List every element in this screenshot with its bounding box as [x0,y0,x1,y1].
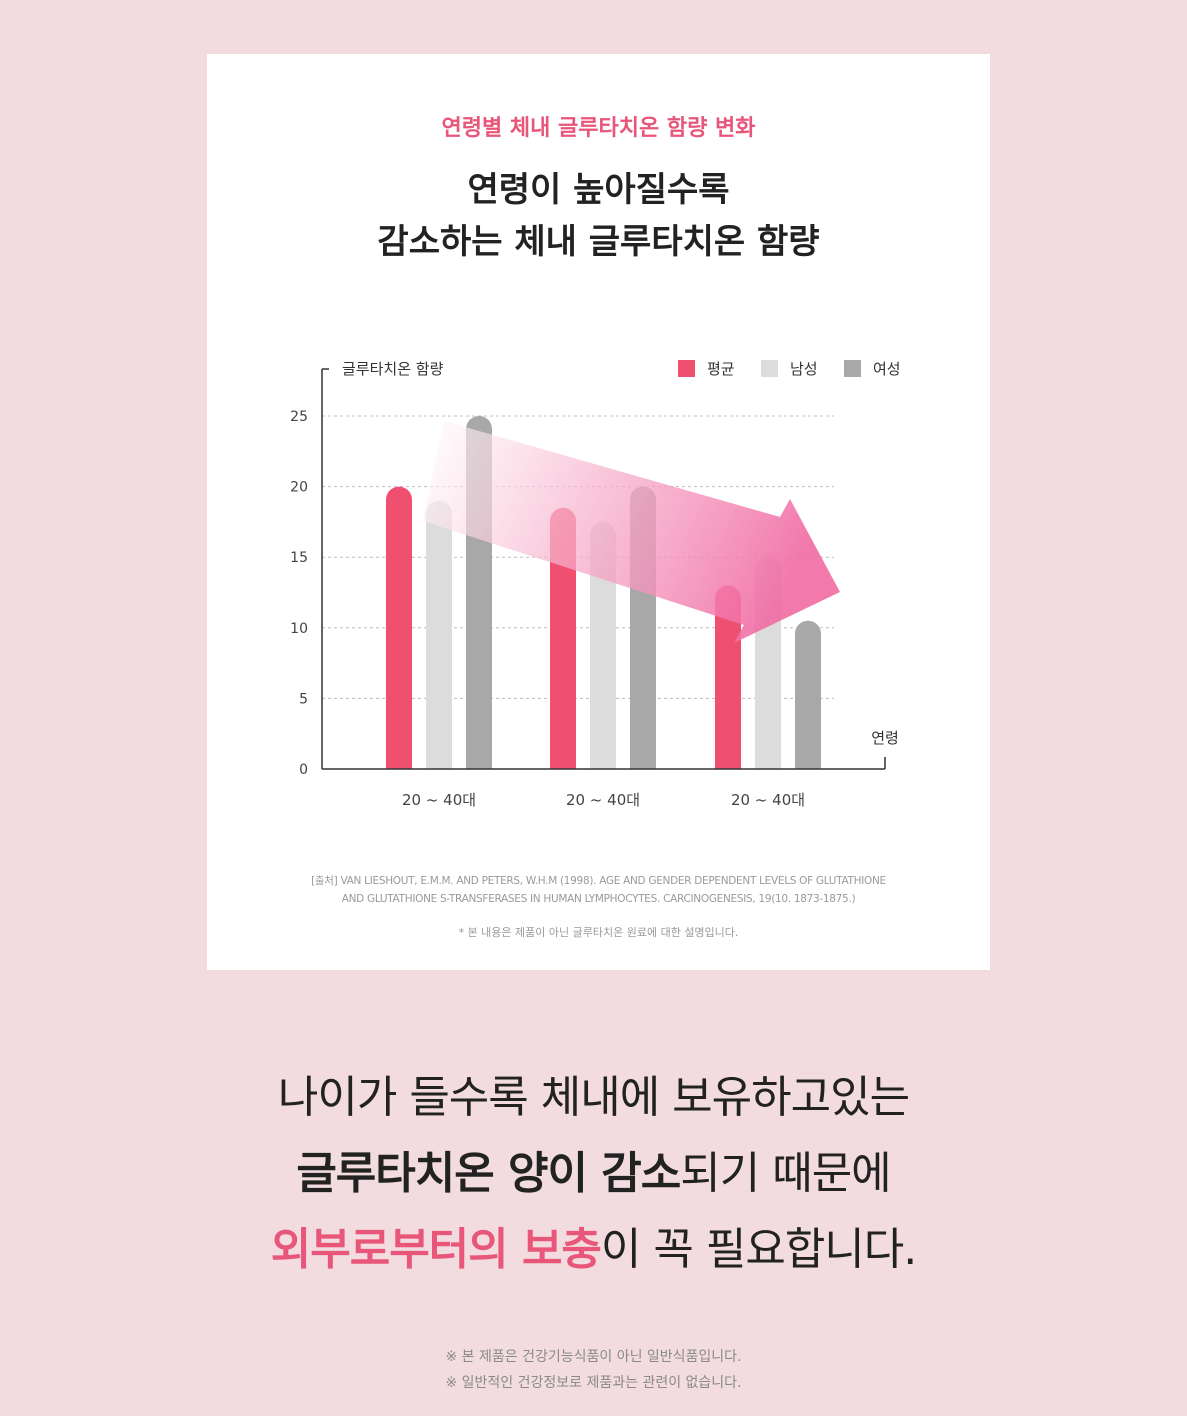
y-tick-label: 20 [290,480,308,496]
chart-card: 연령별 체내 글루타치온 함량 변화 연령이 높아질수록 감소하는 체내 글루타… [207,54,990,970]
source-line1: [출처] VAN LIESHOUT, E.M.M. AND PETERS, W.… [311,875,886,887]
headline-pink-text: 외부로부터의 보충 [270,1224,602,1275]
legend: 평균 남성 여성 [678,360,901,378]
bar-남성 [590,521,616,769]
legend-swatch [761,360,778,377]
headline-line3-rest: 이 꼭 필요합니다. [600,1224,917,1275]
x-tick-label: 20 ~ 40대 [731,791,805,809]
legend-label: 남성 [790,360,818,378]
trend-arrow-shape [423,421,840,643]
x-tick-label: 20 ~ 40대 [402,791,476,809]
x-axis-label: 연령 [871,729,899,747]
source-line2: AND GLUTATHIONE S-TRANSFERASES IN HUMAN … [341,893,856,905]
y-tick-label: 5 [299,691,308,707]
y-tick-label: 15 [290,550,308,566]
legend-swatch [678,360,695,377]
chart-subtitle: 연령별 체내 글루타치온 함량 변화 [441,116,756,141]
headline-line1: 나이가 들수록 체내에 보유하고있는 [277,1072,910,1123]
bar-평균 [550,507,576,769]
y-tick-label: 0 [299,762,308,778]
headline: 나이가 들수록 체내에 보유하고있는 글루타치온 양이 감소되기 때문에 외부로… [0,1060,1187,1288]
y-axis-label: 글루타치온 함량 [342,360,444,378]
bar-여성 [795,620,821,769]
headline-line2-rest: 되기 때문에 [680,1148,891,1199]
bar-평균 [715,585,741,769]
chart-title-line1: 연령이 높아질수록 [467,170,730,210]
legend-label: 평균 [707,360,735,378]
disclaimer-line1: ※ 본 제품은 건강기능식품이 아닌 일반식품입니다. [445,1349,742,1365]
chart-title: 연령이 높아질수록 감소하는 체내 글루타치온 함량 [207,164,990,268]
y-tick-label: 25 [290,409,308,425]
headline-line2: 글루타치온 양이 감소되기 때문에 [0,1136,1187,1212]
y-tick-label: 10 [290,621,308,637]
bar-남성 [426,500,452,769]
disclaimer-line2: ※ 일반적인 건강정보로 제품과는 관련이 없습니다. [445,1375,742,1391]
source-citation: [출처] VAN LIESHOUT, E.M.M. AND PETERS, W.… [207,872,990,908]
x-tick-label: 20 ~ 40대 [566,791,640,809]
headline-bold-text: 글루타치온 양이 감소 [296,1148,681,1199]
chart-note: * 본 내용은 제품이 아닌 글루타치온 원료에 대한 설명입니다. [458,926,739,939]
disclaimer: ※ 본 제품은 건강기능식품이 아닌 일반식품입니다. ※ 일반적인 건강정보로… [0,1344,1187,1396]
legend-swatch [844,360,861,377]
chart-title-line2: 감소하는 체내 글루타치온 함량 [377,222,820,262]
headline-line3: 외부로부터의 보충이 꼭 필요합니다. [0,1212,1187,1288]
legend-label: 여성 [873,360,901,378]
bar-평균 [386,486,412,769]
trend-arrow [423,421,840,643]
